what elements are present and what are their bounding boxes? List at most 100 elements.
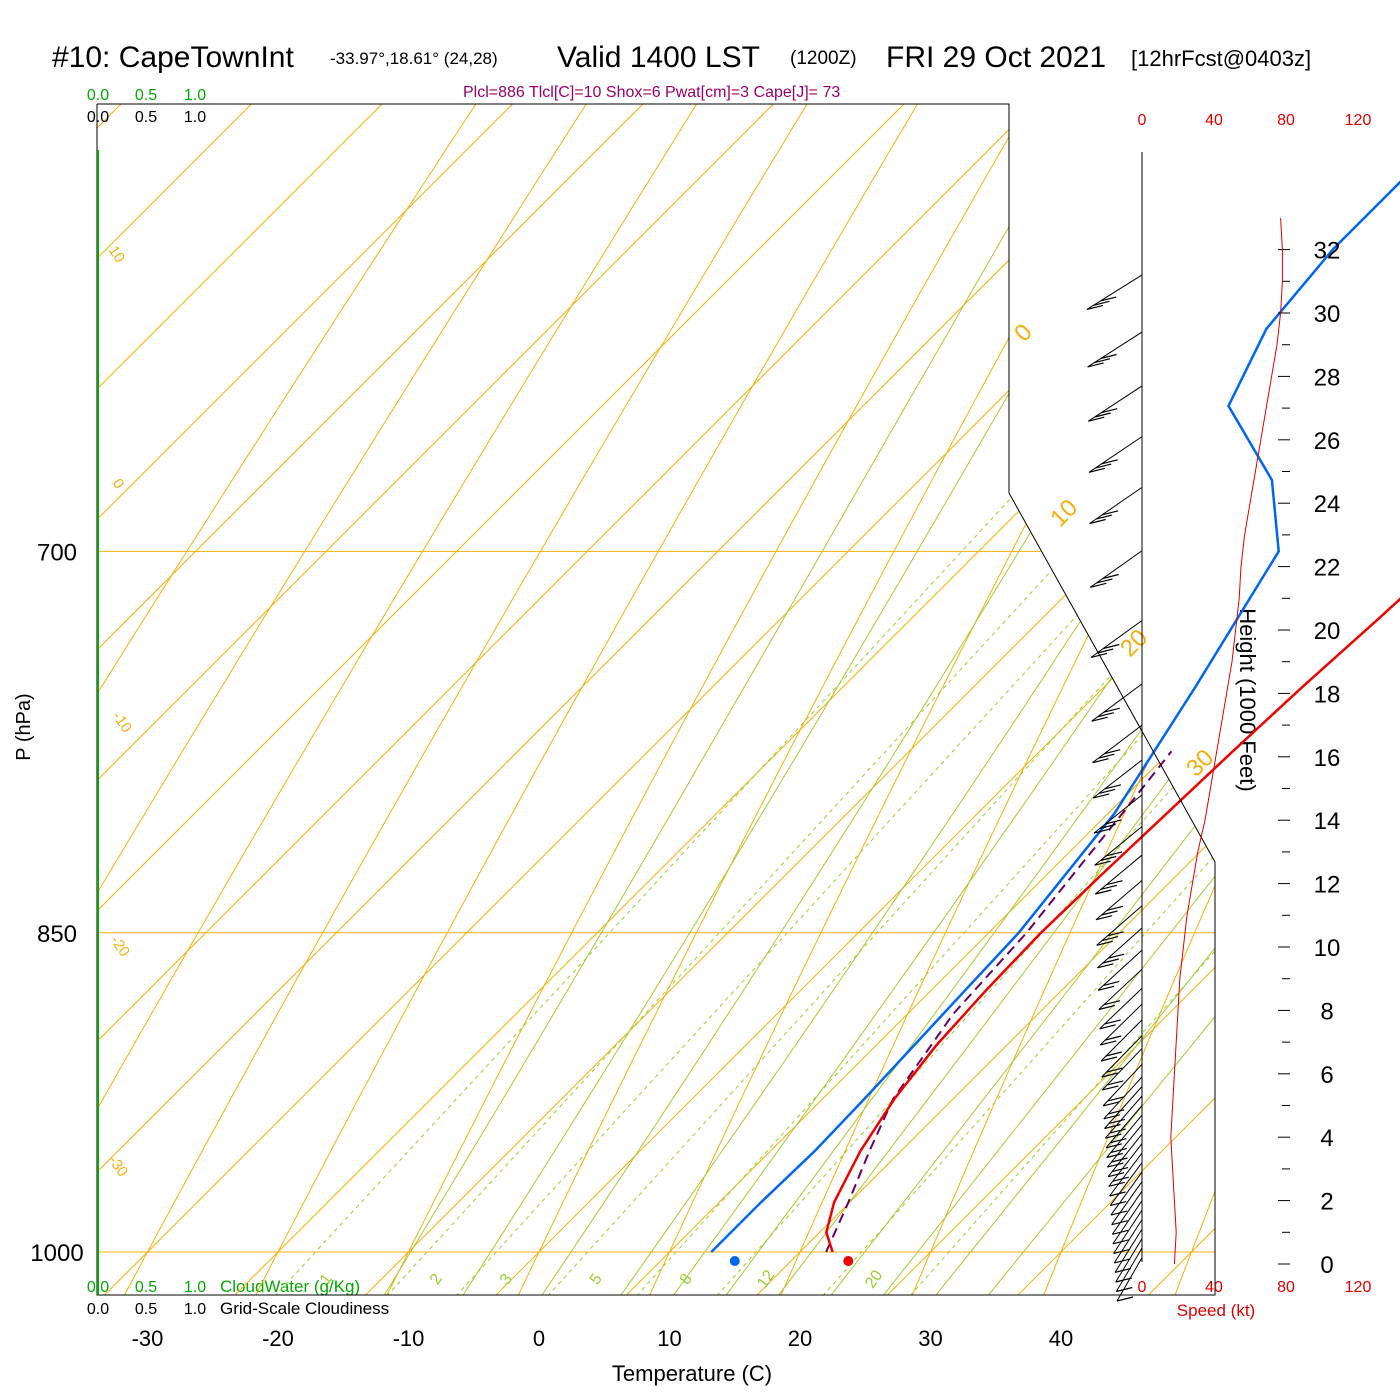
wind-barb-flag (1100, 855, 1117, 862)
wind-barb-flag (1101, 459, 1118, 465)
wind-barb (1115, 1238, 1143, 1283)
wind-barb-flag (1095, 463, 1112, 469)
stability-indices: Plcl=886 Tlcl[C]=10 Shox=6 Pwat[cm]=3 Ca… (463, 84, 840, 101)
isotherm-label: -20 (107, 933, 133, 961)
wind-barb-flag (1105, 1143, 1123, 1149)
height-label: 2 (1320, 1189, 1333, 1216)
wind-barb-flag (1090, 652, 1108, 658)
isotherm (607, 104, 1215, 1295)
wind-barbs (1086, 274, 1143, 1302)
dry-adiabat (245, 104, 1215, 1295)
wind-barb-flag (1103, 980, 1120, 986)
wind-barb-flag (1094, 860, 1111, 866)
cloudwater-tick: 1.0 (184, 1279, 206, 1296)
wind-barb-flag (1107, 1096, 1124, 1102)
wind-barb-flag (1116, 1296, 1134, 1302)
cloudiness-tick: 0.0 (87, 1301, 109, 1318)
speed-tick: 40 (1205, 1279, 1223, 1296)
wind-barb-flag (1107, 953, 1125, 959)
wind-barb-flag (1107, 1172, 1125, 1178)
speed-tick: 80 (1277, 1279, 1295, 1296)
wind-barb-flag (1093, 828, 1111, 834)
wind-barb-flag (1101, 408, 1118, 414)
height-axis-title: Height (1000 Feet) (1235, 608, 1260, 791)
isotherm (476, 104, 1215, 1295)
wind-barb-flag (1087, 362, 1104, 368)
wind-barb (1114, 1228, 1143, 1273)
wind-barb-flag (1097, 712, 1114, 718)
wind-barb-flag (1109, 1128, 1126, 1134)
cloudiness-tick: 0.5 (135, 109, 157, 126)
wind-barb (1099, 1003, 1143, 1046)
wind-barb (1095, 880, 1143, 921)
wind-barb-flag (1110, 1138, 1127, 1144)
wind-barb-flag (1103, 707, 1120, 713)
mixing-ratio-line (893, 104, 1215, 1295)
mixing-ratio-line (806, 104, 1215, 1295)
wind-barb (1110, 1171, 1143, 1216)
height-label: 6 (1320, 1062, 1333, 1089)
wind-barb (1096, 905, 1143, 946)
wind-barb (1102, 1048, 1143, 1091)
dry-adiabat (97, 104, 1215, 1295)
wind-barb (1094, 854, 1143, 895)
wind-barb (1088, 385, 1143, 422)
wind-barb-flag (1108, 1118, 1126, 1124)
wind-barb-flag (1102, 1085, 1119, 1091)
cloudwater-tick: 0.5 (135, 1279, 157, 1296)
isotherm (97, 104, 1215, 1295)
wind-barb-flag (1105, 1051, 1123, 1057)
wind-barb (1092, 724, 1143, 764)
station-name: #10: CapeTownInt (52, 41, 294, 74)
moist-adiabat (659, 104, 1215, 1295)
wind-barb-flag (1089, 518, 1106, 525)
mixing-ratio-line (258, 104, 1215, 1295)
wind-barb (1097, 949, 1143, 991)
isotherm (346, 104, 1215, 1295)
wind-barb-flag (1115, 1277, 1132, 1283)
speed-tick: 120 (1345, 112, 1372, 129)
isotherm-label: -10 (109, 709, 135, 737)
wind-barb-flag (1106, 1067, 1123, 1073)
wind-barb (1102, 1063, 1143, 1107)
axis-labels: Temperature (C) P (hPa) Height (1000 Fee… (13, 608, 1260, 1386)
mixing-ratio-label: 5 (587, 1271, 606, 1288)
wind-barb (1104, 1095, 1143, 1139)
height-label: 12 (1314, 872, 1341, 899)
speed-tick: 40 (1205, 112, 1223, 129)
mixing-ratio-label: 20 (862, 1267, 886, 1291)
wind-barb-flag (1100, 884, 1118, 890)
wind-barb (1091, 683, 1143, 722)
dry-adiabat (377, 104, 1215, 1295)
isotherm-label: 0 (109, 476, 128, 493)
wind-barb-flag (1099, 296, 1117, 302)
axes: -30-20-100010102030-30-20-10010203040250… (30, 87, 1372, 1351)
height-label: 32 (1314, 238, 1341, 265)
wind-barb-flag (1091, 716, 1108, 722)
wind-barb (1113, 1219, 1143, 1264)
wind-barb-flag (1111, 1157, 1128, 1163)
height-label: 30 (1314, 301, 1341, 328)
cloudiness-legend: Grid-Scale Cloudiness (220, 1299, 389, 1318)
isotherm (97, 104, 1215, 1295)
wind-barb-flag (1103, 1114, 1120, 1120)
moist-adiabat (920, 104, 1215, 1295)
moist-adiabat (763, 104, 1215, 1295)
mixing-ratio-label: 2 (427, 1271, 446, 1288)
wind-barb-flag (1111, 1220, 1128, 1226)
x-tick-label: 10 (657, 1326, 681, 1351)
wind-barb (1098, 968, 1143, 1010)
wind-barb-flag (1109, 1191, 1126, 1197)
sounding-profiles (710, 180, 1400, 1266)
cloudiness-tick: 0.0 (87, 109, 109, 126)
temperature-trace (824, 597, 1400, 1253)
isotherm (97, 104, 1215, 1295)
wind-barb (1094, 826, 1143, 866)
speed-tick: 120 (1345, 1279, 1372, 1296)
wind-barb-flag (1114, 1267, 1132, 1273)
wind-barb-flag (1099, 823, 1116, 830)
isotherm-label: -30 (105, 1153, 131, 1181)
wind-barb-flag (1112, 1176, 1129, 1182)
wind-barb-flag (1102, 573, 1119, 580)
wind-barb-flag (1097, 985, 1115, 991)
